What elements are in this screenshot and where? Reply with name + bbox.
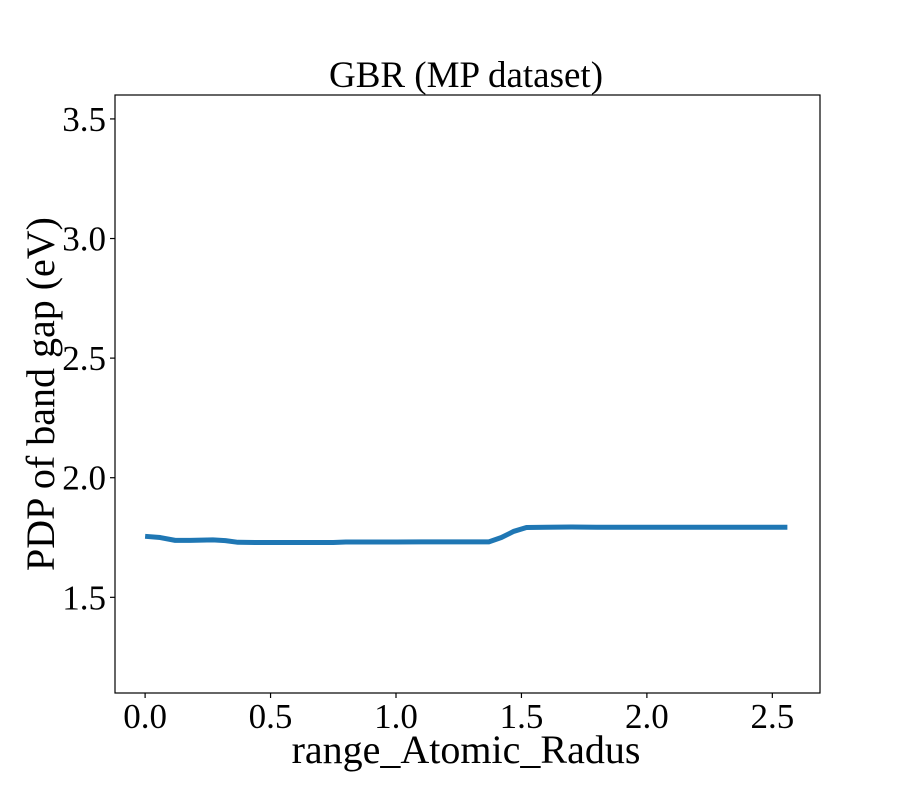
x-tick-label: 0.5 xyxy=(249,697,293,736)
x-tick-label: 2.0 xyxy=(625,697,669,736)
y-tick-label: 3.0 xyxy=(62,220,106,259)
chart-title: GBR (MP dataset) xyxy=(329,55,603,96)
y-tick-label: 1.5 xyxy=(62,578,106,617)
x-tick-label: 2.5 xyxy=(750,697,794,736)
axes-frame xyxy=(114,94,821,694)
x-tick-label: 1.5 xyxy=(500,697,544,736)
y-tick-label: 3.5 xyxy=(62,100,106,139)
y-tick-label: 2.0 xyxy=(62,459,106,498)
y-axis-label: PDP of band gap (eV) xyxy=(18,217,63,571)
series-line-0 xyxy=(144,524,788,546)
y-tick-label: 2.5 xyxy=(62,339,106,378)
plot-area: 0.0 0.5 1.0 1.5 2.0 2.5 1.5 2.0 2.5 3.0 3.5 xyxy=(62,94,821,736)
x-tick-label: 0.0 xyxy=(123,697,167,736)
x-axis-label: range_Atomic_Radus xyxy=(292,727,641,772)
x-tick-label: 1.0 xyxy=(374,697,418,736)
